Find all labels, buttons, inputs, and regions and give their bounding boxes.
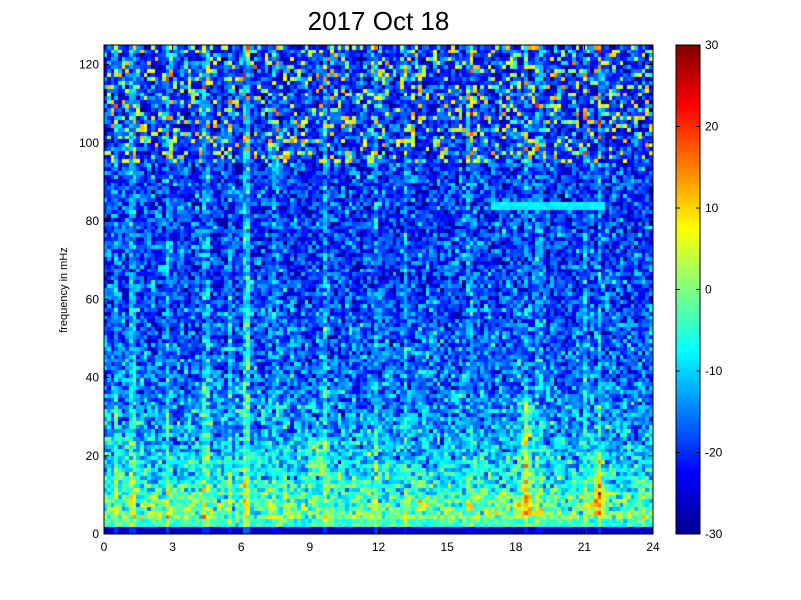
x-tick-label: 6 [238,540,245,554]
x-tick-label: 21 [578,540,592,554]
colorbar-tick-label: -20 [705,446,723,460]
x-tick-label: 12 [372,540,386,554]
colorbar-tick-label: 30 [705,38,719,52]
x-axis: 0 3 6 9 12 15 18 21 24 [101,45,660,554]
x-tick-label: 0 [101,540,108,554]
x-tick-label: 18 [509,540,523,554]
y-axis: 0 20 40 60 80 100 120 [79,58,653,541]
colorbar-tick-label: 0 [705,283,712,297]
heatmap-canvas [104,45,653,534]
x-tick-label: 3 [169,540,176,554]
y-tick-label: 60 [86,292,100,306]
y-tick-label: 0 [92,527,99,541]
colorbar-tick-label: -10 [705,364,723,378]
x-tick-label: 15 [440,540,454,554]
y-tick-label: 100 [79,136,99,150]
y-tick-label: 40 [86,371,100,385]
x-tick-label: 24 [646,540,660,554]
chart-title: 2017 Oct 18 [307,6,450,36]
colorbar-tick-label: 20 [705,120,719,134]
colorbar-tick-label: 10 [705,201,719,215]
y-tick-label: 80 [86,214,100,228]
x-tick-label: 9 [307,540,314,554]
y-tick-label: 20 [86,449,100,463]
y-tick-label: 120 [79,58,99,72]
colorbar-tick-label: -30 [705,527,723,541]
colorbar-axis: -30 -20 -10 0 10 20 30 [676,38,723,541]
heatmap-plot-area [104,45,653,534]
